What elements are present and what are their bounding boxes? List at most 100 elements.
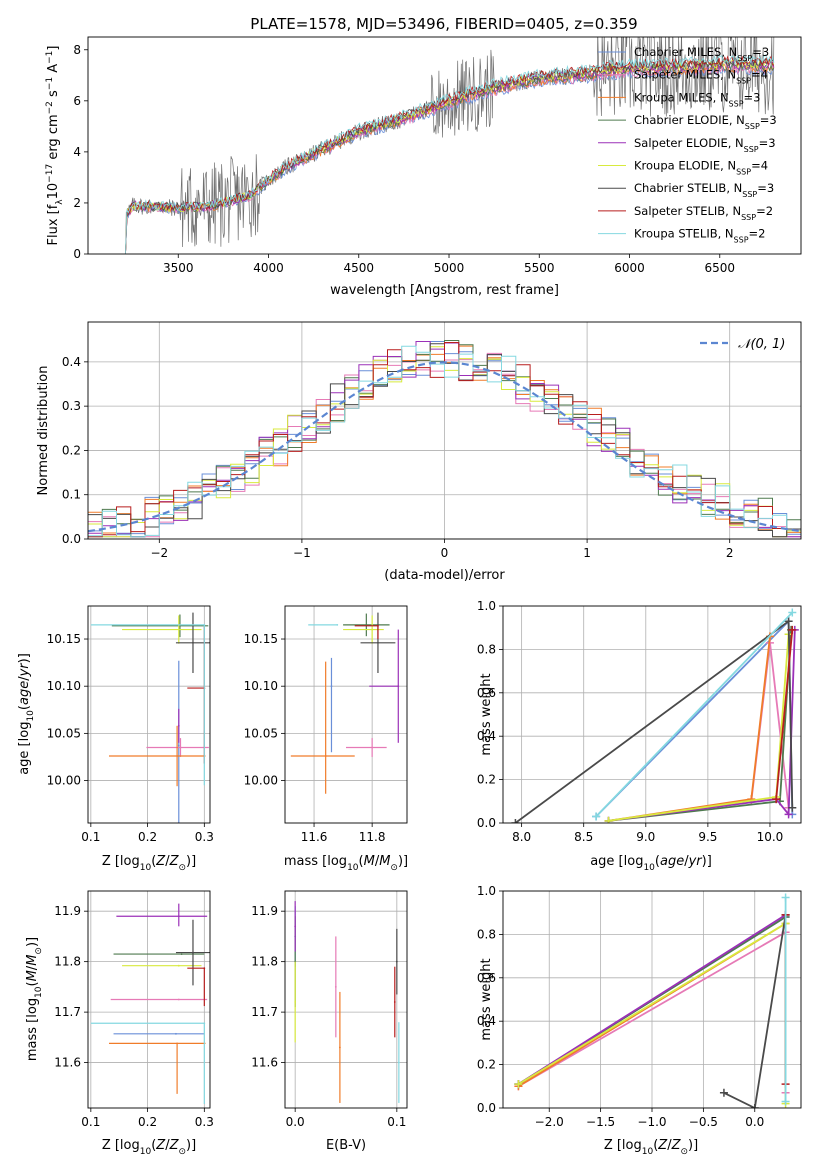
legend-label-chabrier-miles: Chabrier MILES, NSSP=3 bbox=[634, 45, 769, 63]
x-tick-label: −1.0 bbox=[637, 1115, 666, 1129]
marker-chabrier-stelib bbox=[788, 803, 797, 812]
axes-frame bbox=[284, 890, 408, 1109]
axes-frame bbox=[502, 605, 802, 824]
observed-spectrum bbox=[124, 37, 775, 254]
x-tick-label: 6500 bbox=[704, 261, 735, 275]
line-chabrier-miles bbox=[595, 619, 794, 818]
y-tick-label: 10.15 bbox=[47, 632, 81, 646]
y-tick-label: 11.7 bbox=[251, 1005, 278, 1019]
x-axis-label: Z [log10(Z/Z⊙)] bbox=[102, 854, 196, 873]
marker-kroupa-stelib bbox=[592, 812, 601, 821]
x-tick-label: 8.5 bbox=[574, 830, 593, 844]
point-kroupa-stelib bbox=[203, 623, 206, 626]
marker-chabrier-stelib bbox=[750, 1104, 759, 1108]
x-axis-label: mass [log10(M/M⊙)] bbox=[284, 854, 408, 873]
y-tick-label: 0.4 bbox=[477, 729, 496, 743]
axes-frame bbox=[87, 890, 211, 1109]
x-tick-label: 3500 bbox=[163, 261, 194, 275]
marker-salpeter-stelib bbox=[788, 625, 797, 634]
legend-label-kroupa-stelib: Kroupa STELIB, NSSP=2 bbox=[634, 227, 765, 245]
x-tick-label: 5500 bbox=[524, 261, 555, 275]
point-chabrier-miles bbox=[175, 1032, 177, 1035]
x-tick-label: 11.8 bbox=[359, 830, 386, 844]
point-salpeter-elodie bbox=[177, 915, 180, 918]
x-tick-label: −0.5 bbox=[689, 1115, 718, 1129]
y-tick-label: 11.9 bbox=[251, 904, 278, 918]
y-tick-label: 0 bbox=[73, 247, 81, 261]
marker-salpeter-elodie bbox=[784, 810, 793, 819]
plot-area-age-vs-mass bbox=[285, 606, 407, 823]
marker-chabrier-stelib bbox=[511, 819, 520, 823]
marker-kroupa-stelib bbox=[788, 608, 797, 617]
y-tick-label: 1.0 bbox=[477, 884, 496, 898]
y-tick-label: 0.2 bbox=[477, 1058, 496, 1072]
y-tick-label: 11.9 bbox=[54, 904, 81, 918]
point-kroupa-miles bbox=[176, 1042, 178, 1045]
x-tick-label: 0.2 bbox=[138, 1115, 157, 1129]
y-tick-label: 0.4 bbox=[62, 355, 81, 369]
point-salpeter-miles bbox=[177, 998, 180, 1001]
model-kroupa-stelib bbox=[124, 54, 775, 254]
histogram-salpeter-stelib bbox=[88, 342, 801, 538]
x-axis-label: (data-model)/error bbox=[384, 568, 505, 583]
legend-label-chabrier-elodie: Chabrier ELODIE, NSSP=3 bbox=[634, 113, 777, 131]
x-axis-label: Z [log10(Z/Z⊙)] bbox=[102, 1138, 196, 1157]
y-tick-label: 10.05 bbox=[244, 726, 278, 740]
point-salpeter-elodie bbox=[177, 724, 180, 727]
point-chabrier-stelib bbox=[192, 641, 194, 644]
point-kroupa-stelib bbox=[203, 1022, 206, 1025]
legend-label-salpeter-stelib: Salpeter STELIB, NSSP=2 bbox=[634, 204, 773, 222]
point-salpeter-miles bbox=[334, 985, 337, 988]
model-salpeter-stelib bbox=[124, 55, 774, 254]
line-salpeter-elodie bbox=[517, 914, 787, 1085]
point-chabrier-miles bbox=[177, 744, 180, 747]
panel-weight-vs-age: 8.0 8.5 9.0 9.5 10.0 0.0 0.2 0.4 0.6 0.8 1.0 mass w… bbox=[477, 599, 802, 873]
x-tick-label: 0.3 bbox=[195, 1115, 214, 1129]
y-tick-label: 11.7 bbox=[54, 1005, 81, 1019]
legend: Chabrier MILES, NSSP=3 Salpeter MILES, NS… bbox=[598, 45, 777, 244]
axes-frame bbox=[87, 36, 802, 255]
x-tick-label: −1 bbox=[293, 546, 311, 560]
y-tick-label: 2 bbox=[73, 196, 81, 210]
legend-label-salpeter-miles: Salpeter MILES, NSSP=4 bbox=[634, 68, 768, 86]
point-kroupa-elodie bbox=[294, 1001, 297, 1003]
x-tick-label: 0.3 bbox=[195, 830, 214, 844]
y-tick-label: 10.15 bbox=[244, 632, 278, 646]
x-tick-label: 9.5 bbox=[698, 830, 717, 844]
x-axis-label: wavelength [Angstrom, rest frame] bbox=[330, 283, 559, 298]
panel-mass-vs-ebv: 0.0 0.1 11.6 11.7 11.8 11.9 E(B-V) bbox=[251, 890, 408, 1153]
x-tick-label: 6000 bbox=[614, 261, 645, 275]
line-salpeter-stelib bbox=[775, 629, 794, 800]
point-salpeter-stelib bbox=[393, 1001, 396, 1003]
panel-age-vs-mass: 11.6 11.8 10.00 10.05 10.10 10.15 mass [log10(… bbox=[244, 605, 408, 873]
x-tick-label: 0.2 bbox=[138, 830, 157, 844]
gaussian-curve bbox=[88, 361, 801, 533]
x-tick-label: 0.1 bbox=[387, 1115, 406, 1129]
x-tick-label: 0.1 bbox=[81, 830, 100, 844]
x-tick-label: −2 bbox=[150, 546, 168, 560]
point-salpeter-stelib bbox=[377, 624, 379, 627]
y-tick-label: 11.8 bbox=[54, 955, 81, 969]
point-kroupa-elodie bbox=[177, 628, 180, 631]
point-chabrier-stelib bbox=[395, 960, 398, 963]
point-kroupa-miles bbox=[176, 755, 178, 757]
legend-label-chabrier-stelib: Chabrier STELIB, NSSP=3 bbox=[634, 181, 774, 199]
point-salpeter-elodie bbox=[397, 685, 400, 688]
axes-frame bbox=[502, 890, 802, 1109]
y-tick-label: 0.4 bbox=[477, 1014, 496, 1028]
point-salpeter-stelib bbox=[203, 967, 206, 970]
panel-weight-vs-z: −2.0 −1.5 −1.0 −0.5 0.0 0.0 0.2 0.4 0.6 0.8 1.0 mas… bbox=[477, 884, 802, 1157]
plot-area-spectrum bbox=[124, 37, 775, 254]
y-tick-label: 0.6 bbox=[477, 971, 496, 985]
point-kroupa-miles bbox=[339, 1046, 341, 1049]
x-tick-label: 9.0 bbox=[636, 830, 655, 844]
model-chabrier-elodie bbox=[124, 61, 775, 254]
y-tick-label: 0.6 bbox=[477, 686, 496, 700]
marker-kroupa-stelib bbox=[781, 1097, 790, 1106]
y-axis-label: Normed distribution bbox=[36, 366, 51, 496]
histogram-kroupa-stelib bbox=[88, 345, 801, 538]
x-tick-label: 5000 bbox=[434, 261, 465, 275]
axes-frame bbox=[284, 605, 408, 824]
x-axis-label: E(B-V) bbox=[326, 1138, 366, 1153]
panel-spectrum: 3500 4000 4500 5000 5500 6000 6500 0 2 4 6 8 wavelen… bbox=[45, 36, 802, 298]
